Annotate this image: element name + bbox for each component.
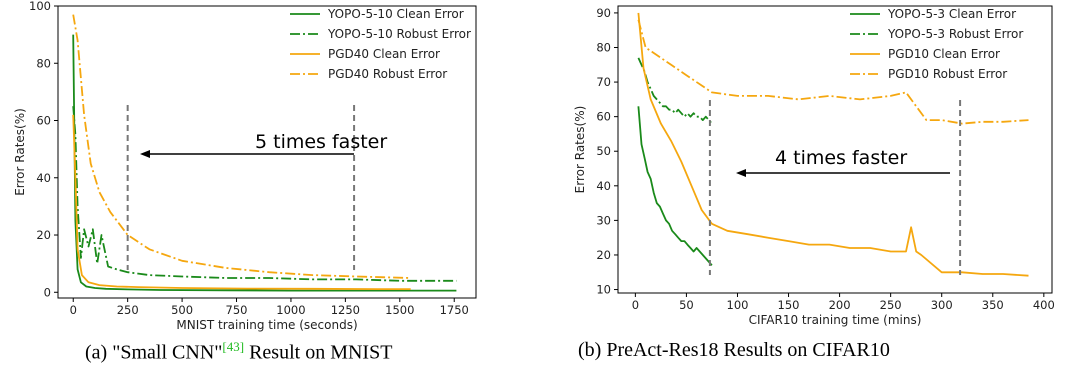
- x-tick-label: 500: [171, 303, 193, 317]
- legend-label: PGD40 Robust Error: [328, 67, 447, 81]
- series-line-2: [637, 12, 1029, 277]
- series-line-0: [637, 106, 713, 266]
- series-line-2: [72, 114, 411, 291]
- y-tick-label: 40: [596, 179, 611, 193]
- series-line-3: [637, 19, 1029, 125]
- x-axis-label: CIFAR10 training time (mins): [749, 313, 922, 327]
- legend-label: PGD40 Clean Error: [328, 47, 440, 61]
- annotation-text: 4 times faster: [775, 147, 907, 169]
- caption-a-suffix: Result on MNIST: [244, 341, 393, 364]
- caption-a-prefix: (a) "Small CNN": [85, 341, 223, 364]
- caption-a-ref[interactable]: [43]: [222, 339, 245, 354]
- plot-frame: [617, 5, 1053, 294]
- y-tick-label: 80: [596, 40, 611, 54]
- y-tick-label: 20: [36, 228, 51, 242]
- legend-label: PGD10 Robust Error: [888, 67, 1007, 81]
- series-line-0: [72, 34, 457, 292]
- x-tick-label: 1000: [276, 303, 305, 317]
- y-tick-label: 60: [596, 110, 611, 124]
- x-tick-label: 200: [829, 298, 851, 312]
- x-tick-label: 0: [70, 303, 77, 317]
- x-tick-label: 1500: [385, 303, 414, 317]
- y-tick-label: 40: [36, 171, 51, 185]
- x-tick-label: 350: [982, 298, 1004, 312]
- plot-frame: [57, 5, 477, 299]
- y-tick-label: 0: [44, 285, 51, 299]
- annotation-text: 5 times faster: [255, 131, 387, 153]
- legend-label: YOPO-5-3 Robust Error: [887, 27, 1023, 41]
- caption-b: (b) PreAct-Res18 Results on CIFAR10: [578, 339, 890, 361]
- x-tick-label: 250: [880, 298, 902, 312]
- x-tick-label: 150: [778, 298, 800, 312]
- legend-label: YOPO-5-10 Clean Error: [327, 7, 464, 21]
- y-tick-label: 10: [596, 283, 611, 297]
- y-axis-label: Error Rates(%): [13, 108, 27, 196]
- chart-b: 4 times faster 0 50 100 150 200 250 300 350 400 10…: [573, 5, 1055, 327]
- y-tick-label: 60: [36, 114, 51, 128]
- legend-label: YOPO-5-10 Robust Error: [327, 27, 471, 41]
- series-line-3: [72, 14, 411, 279]
- y-tick-label: 80: [36, 56, 51, 70]
- x-tick-label: 250: [117, 303, 139, 317]
- legend-label: YOPO-5-3 Clean Error: [887, 7, 1016, 21]
- y-tick-label: 70: [596, 75, 611, 89]
- x-axis-label: MNIST training time (seconds): [176, 318, 357, 332]
- x-tick-label: 400: [1033, 298, 1055, 312]
- x-tick-label: 300: [931, 298, 953, 312]
- x-tick-label: 0: [632, 298, 639, 312]
- caption-a: (a) "Small CNN"[43] Result on MNIST: [85, 339, 392, 365]
- y-axis-label: Error Rates(%): [573, 106, 587, 194]
- x-tick-label: 1750: [440, 303, 469, 317]
- legend-label: PGD10 Clean Error: [888, 47, 1000, 61]
- x-tick-label: 1250: [331, 303, 360, 317]
- y-tick-label: 90: [596, 6, 611, 20]
- x-tick-label: 100: [727, 298, 749, 312]
- y-tick-label: 100: [29, 0, 51, 13]
- series-line-1: [72, 106, 457, 282]
- y-tick-label: 30: [596, 213, 611, 227]
- x-tick-label: 750: [226, 303, 248, 317]
- y-tick-label: 20: [596, 248, 611, 262]
- speedup-arrow-head: [736, 169, 746, 177]
- y-tick-label: 50: [596, 144, 611, 158]
- x-tick-label: 50: [679, 298, 694, 312]
- speedup-arrow-head: [140, 150, 150, 158]
